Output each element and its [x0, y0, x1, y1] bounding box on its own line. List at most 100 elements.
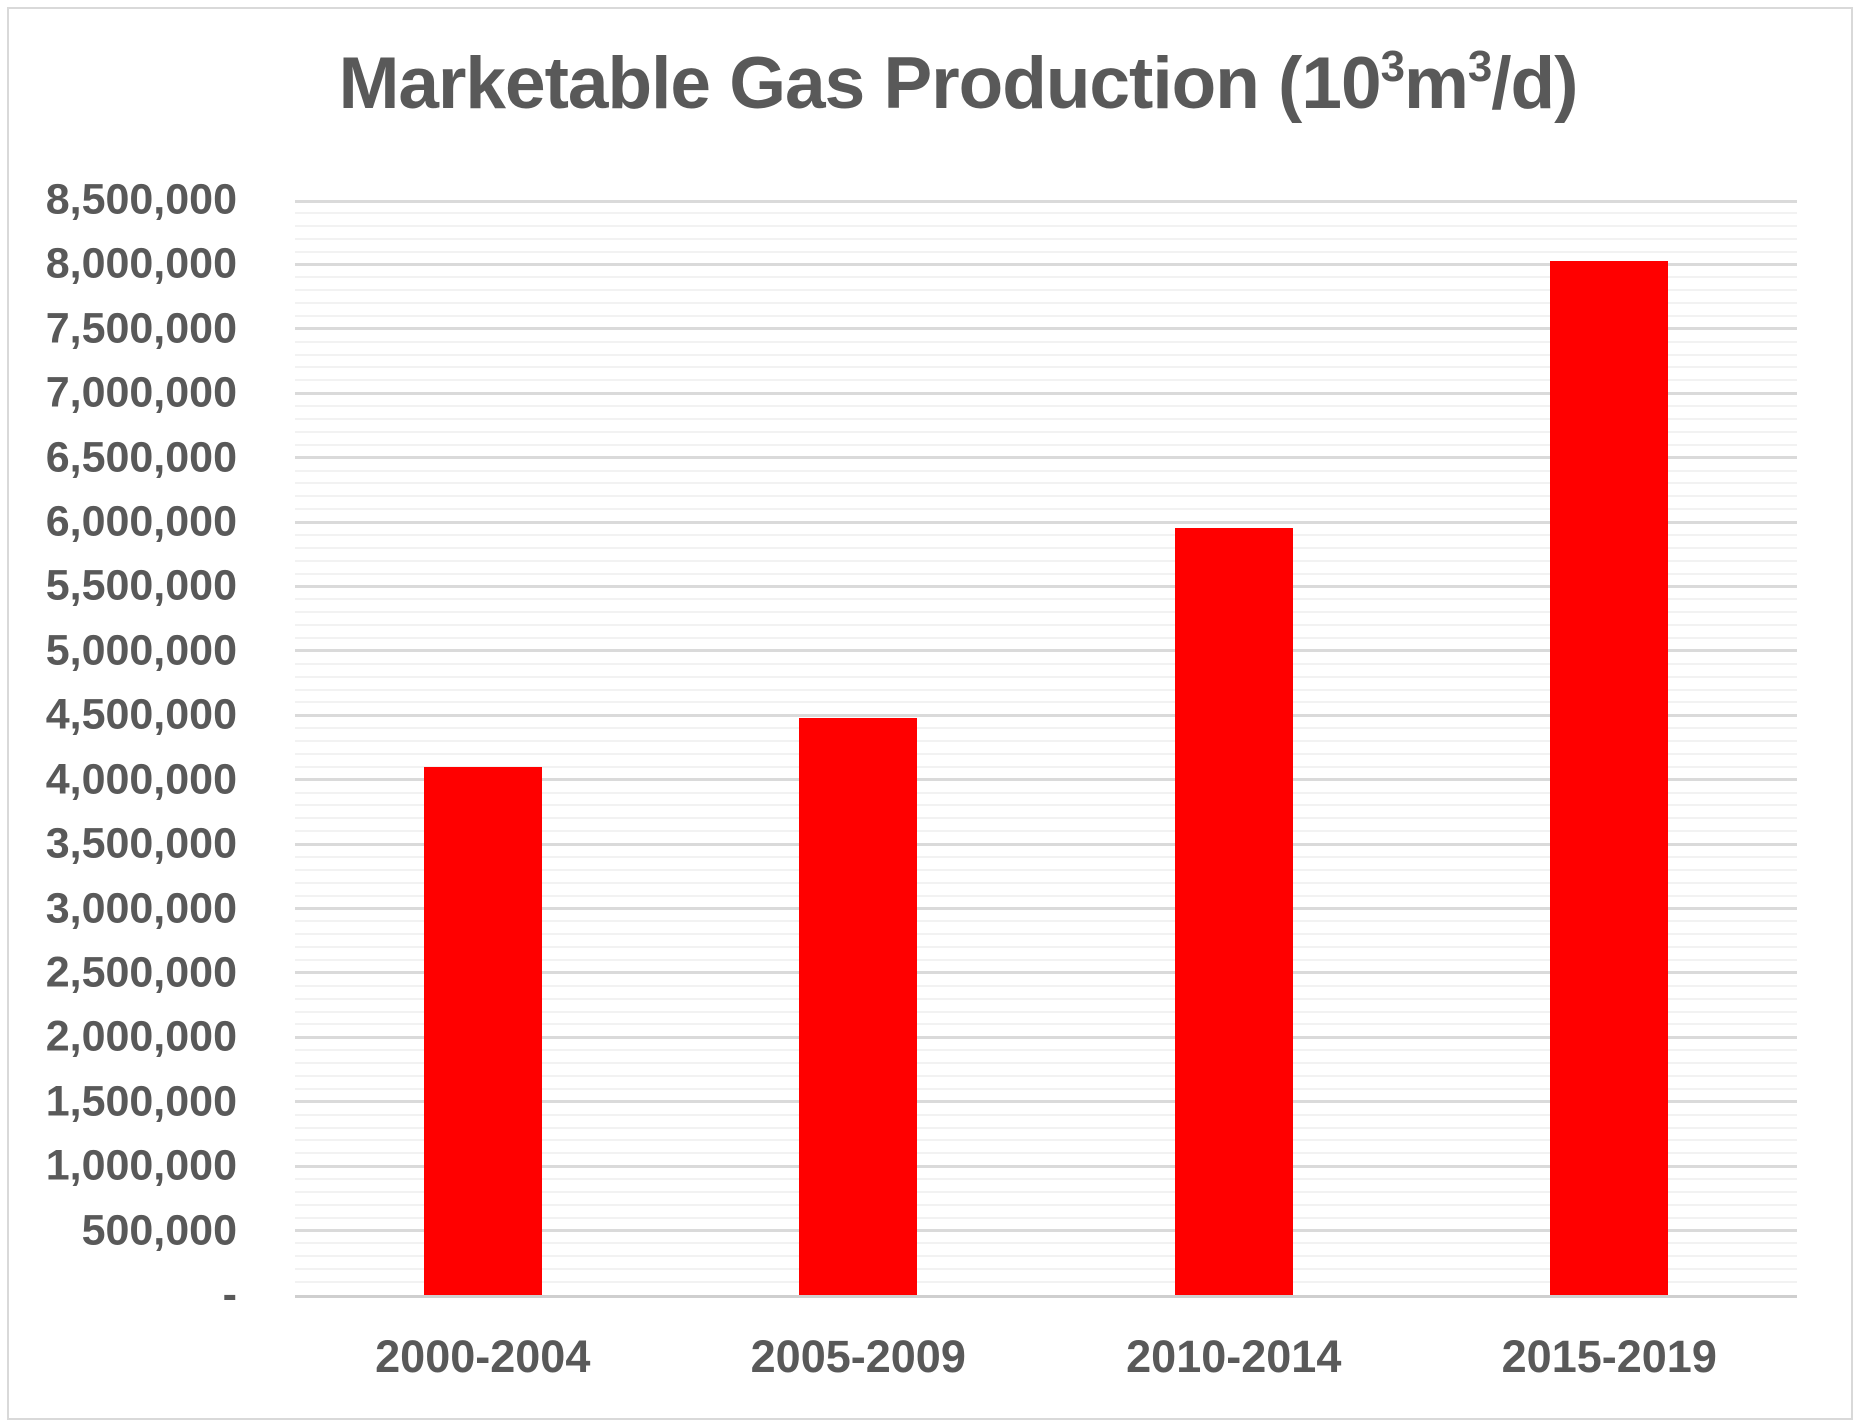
minor-gridline	[295, 689, 1797, 691]
x-tick-label: 2000-2004	[375, 1331, 591, 1382]
minor-gridline	[295, 1281, 1797, 1283]
minor-gridline	[295, 1049, 1797, 1051]
major-gridline	[295, 714, 1797, 717]
x-tick-label: 2005-2009	[750, 1331, 966, 1382]
minor-gridline	[295, 998, 1797, 1000]
y-tick-label: 4,000,000	[45, 755, 237, 804]
bar-slot	[295, 200, 671, 1295]
minor-gridline	[295, 1217, 1797, 1219]
minor-gridline	[295, 1011, 1797, 1013]
minor-gridline	[295, 495, 1797, 497]
x-tick-label: 2015-2019	[1501, 1331, 1717, 1382]
minor-gridline	[295, 1075, 1797, 1077]
y-tick-label: 1,000,000	[45, 1141, 237, 1190]
bar-2015-2019	[1550, 261, 1669, 1295]
minor-gridline	[295, 817, 1797, 819]
minor-gridline	[295, 856, 1797, 858]
minor-gridline	[295, 1062, 1797, 1064]
minor-gridline	[295, 882, 1797, 884]
minor-gridline	[295, 508, 1797, 510]
title-superscript: 3	[1380, 41, 1405, 91]
chart-title-text: Marketable Gas Production (10	[338, 43, 1382, 124]
y-tick-label: 5,000,000	[45, 626, 237, 675]
minor-gridline	[295, 276, 1797, 278]
minor-gridline	[295, 740, 1797, 742]
minor-gridline	[295, 418, 1797, 420]
major-gridline	[295, 263, 1797, 266]
minor-gridline	[295, 289, 1797, 291]
bar-slot	[1046, 200, 1422, 1295]
bar-2000-2004	[423, 767, 542, 1295]
minor-gridline	[295, 341, 1797, 343]
bar-slot	[671, 200, 1047, 1295]
minor-gridline	[295, 792, 1797, 794]
minor-gridline	[295, 1191, 1797, 1193]
chart-title-text: /d)	[1491, 43, 1578, 124]
minor-gridline	[295, 663, 1797, 665]
y-tick-label: 2,500,000	[45, 948, 237, 997]
minor-gridline	[295, 1242, 1797, 1244]
major-gridline	[295, 1165, 1797, 1168]
minor-gridline	[295, 701, 1797, 703]
major-gridline	[295, 907, 1797, 910]
minor-gridline	[295, 225, 1797, 227]
minor-gridline	[295, 753, 1797, 755]
minor-gridline	[295, 1023, 1797, 1025]
plot-area	[295, 200, 1797, 1298]
bar-slot	[1422, 200, 1798, 1295]
chart-title-text: m	[1403, 43, 1469, 124]
chart-title: Marketable Gas Production (103m3/d)	[0, 41, 1860, 124]
minor-gridline	[295, 251, 1797, 253]
minor-gridline	[295, 238, 1797, 240]
x-axis: 2000-2004 2005-2009 2010-2014 2015-2019	[295, 1328, 1797, 1398]
minor-gridline	[295, 1268, 1797, 1270]
minor-gridline	[295, 560, 1797, 562]
y-tick-label: 2,000,000	[45, 1012, 237, 1061]
y-tick-label: 6,500,000	[45, 433, 237, 482]
minor-gridline	[295, 637, 1797, 639]
minor-gridline	[295, 547, 1797, 549]
major-gridline	[295, 1036, 1797, 1039]
minor-gridline	[295, 302, 1797, 304]
minor-gridline	[295, 431, 1797, 433]
title-superscript: 3	[1467, 41, 1492, 91]
minor-gridline	[295, 1114, 1797, 1116]
major-gridline	[295, 778, 1797, 781]
y-tick-label: 6,000,000	[45, 497, 237, 546]
bar-2010-2014	[1174, 528, 1293, 1295]
y-tick-label: 1,500,000	[45, 1077, 237, 1126]
major-gridline	[295, 392, 1797, 395]
minor-gridline	[295, 354, 1797, 356]
minor-gridline	[295, 895, 1797, 897]
y-tick-label: 3,000,000	[45, 884, 237, 933]
x-tick-label: 2010-2014	[1126, 1331, 1342, 1382]
major-gridline	[295, 521, 1797, 524]
minor-gridline	[295, 804, 1797, 806]
minor-gridline	[295, 1204, 1797, 1206]
y-tick-label: -	[222, 1270, 237, 1319]
y-tick-label: 7,500,000	[45, 304, 237, 353]
minor-gridline	[295, 1139, 1797, 1141]
minor-gridline	[295, 1152, 1797, 1154]
major-gridline	[295, 456, 1797, 459]
minor-gridline	[295, 470, 1797, 472]
minor-gridline	[295, 573, 1797, 575]
y-tick-label: 4,500,000	[45, 690, 237, 739]
minor-gridline	[295, 1178, 1797, 1180]
y-tick-label: 5,500,000	[45, 561, 237, 610]
major-gridline	[295, 1100, 1797, 1103]
y-tick-label: 500,000	[81, 1206, 237, 1255]
bar-2005-2009	[799, 718, 918, 1295]
major-gridline	[295, 585, 1797, 588]
minor-gridline	[295, 869, 1797, 871]
minor-gridline	[295, 933, 1797, 935]
minor-gridline	[295, 985, 1797, 987]
minor-gridline	[295, 946, 1797, 948]
minor-gridline	[295, 444, 1797, 446]
minor-gridline	[295, 1255, 1797, 1257]
major-gridline	[295, 200, 1797, 203]
major-gridline	[295, 1229, 1797, 1232]
minor-gridline	[295, 1127, 1797, 1129]
major-gridline	[295, 649, 1797, 652]
